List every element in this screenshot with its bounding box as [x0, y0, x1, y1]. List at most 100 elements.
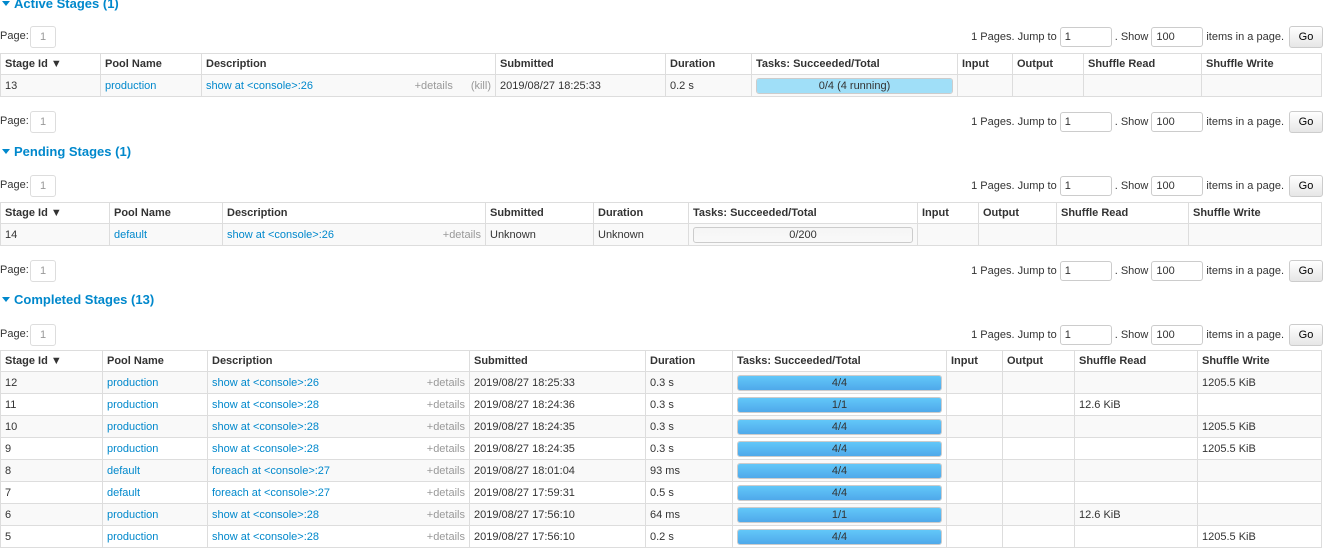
jump-to-page-input[interactable]: [1059, 325, 1112, 345]
description-link[interactable]: show at <console>:28: [212, 398, 320, 411]
column-header[interactable]: Shuffle Write: [1188, 202, 1322, 224]
output-cell: [1002, 393, 1075, 416]
go-button[interactable]: Go: [1289, 26, 1323, 48]
jump-to-page-input[interactable]: [1059, 261, 1112, 281]
description-link[interactable]: show at <console>:28: [212, 420, 320, 433]
tasks-text: 0/200: [789, 228, 817, 241]
description-link[interactable]: show at <console>:26: [227, 228, 335, 241]
column-header[interactable]: Description: [207, 350, 470, 372]
description-link[interactable]: show at <console>:28: [212, 508, 320, 521]
go-button[interactable]: Go: [1289, 260, 1323, 282]
column-header[interactable]: Stage Id ▼: [0, 350, 103, 372]
page-size-input[interactable]: [1151, 27, 1204, 47]
pool-link[interactable]: production: [107, 508, 159, 521]
page-number-button[interactable]: 1: [30, 260, 56, 282]
details-toggle[interactable]: +details: [426, 420, 465, 433]
description-link[interactable]: foreach at <console>:27: [212, 464, 331, 477]
details-toggle[interactable]: +details: [442, 228, 481, 241]
column-header[interactable]: Tasks: Succeeded/Total: [732, 350, 947, 372]
stage-id: 9: [0, 437, 103, 460]
pool-link[interactable]: production: [107, 376, 159, 389]
go-button[interactable]: Go: [1289, 175, 1323, 197]
description-link[interactable]: show at <console>:26: [206, 79, 314, 92]
section-header[interactable]: Completed Stages (13): [0, 292, 154, 307]
jump-to-page-input[interactable]: [1059, 112, 1112, 132]
column-header[interactable]: Stage Id ▼: [0, 202, 110, 224]
show-text: . Show: [1114, 265, 1149, 277]
page-size-input[interactable]: [1151, 261, 1204, 281]
pool-link[interactable]: production: [107, 398, 159, 411]
details-toggle[interactable]: +details: [426, 486, 465, 499]
details-toggle[interactable]: +details: [414, 79, 453, 92]
read-cell: [1074, 459, 1198, 482]
column-header[interactable]: Duration: [665, 53, 752, 75]
jump-to-page-input[interactable]: [1059, 176, 1112, 196]
column-header[interactable]: Tasks: Succeeded/Total: [751, 53, 958, 75]
column-header[interactable]: Input: [946, 350, 1003, 372]
page-number-button[interactable]: 1: [30, 111, 56, 133]
details-toggle[interactable]: +details: [426, 442, 465, 455]
pagination-top: Page: 1 1 Pages. Jump to . Show items in…: [0, 175, 1323, 197]
column-header[interactable]: Shuffle Write: [1197, 350, 1322, 372]
kill-link[interactable]: (kill): [470, 79, 491, 92]
page-number-button[interactable]: 1: [30, 324, 56, 346]
pool-link[interactable]: production: [107, 530, 159, 543]
column-header[interactable]: Tasks: Succeeded/Total: [688, 202, 918, 224]
column-header[interactable]: Input: [917, 202, 979, 224]
input-cell: [946, 371, 1003, 394]
column-header[interactable]: Output: [1002, 350, 1075, 372]
pool-link[interactable]: default: [107, 486, 141, 499]
column-header[interactable]: Output: [978, 202, 1057, 224]
pool-link[interactable]: default: [107, 464, 141, 477]
description-link[interactable]: show at <console>:28: [212, 530, 320, 543]
column-header[interactable]: Duration: [593, 202, 689, 224]
section-header[interactable]: Pending Stages (1): [0, 144, 131, 159]
submitted: 2019/08/27 17:56:10: [469, 525, 646, 548]
column-header[interactable]: Pool Name: [100, 53, 202, 75]
column-header[interactable]: Stage Id ▼: [0, 53, 101, 75]
details-toggle[interactable]: +details: [426, 530, 465, 543]
collapse-triangle-icon[interactable]: [2, 1, 10, 7]
page-number-button[interactable]: 1: [30, 26, 56, 48]
section-header[interactable]: Active Stages (1): [0, 0, 119, 11]
go-button[interactable]: Go: [1289, 324, 1323, 346]
column-header[interactable]: Shuffle Read: [1083, 53, 1202, 75]
page-number-button[interactable]: 1: [30, 175, 56, 197]
column-header[interactable]: Shuffle Read: [1056, 202, 1189, 224]
details-toggle[interactable]: +details: [426, 508, 465, 521]
details-toggle[interactable]: +details: [426, 398, 465, 411]
column-header[interactable]: Pool Name: [109, 202, 223, 224]
column-header[interactable]: Submitted: [485, 202, 594, 224]
column-header[interactable]: Submitted: [469, 350, 646, 372]
page-size-input[interactable]: [1151, 325, 1204, 345]
jump-to-page-input[interactable]: [1059, 27, 1112, 47]
go-button[interactable]: Go: [1289, 111, 1323, 133]
column-header[interactable]: Submitted: [495, 53, 666, 75]
description-link[interactable]: show at <console>:28: [212, 442, 320, 455]
column-header[interactable]: Input: [957, 53, 1013, 75]
write-cell: [1197, 503, 1322, 526]
column-header[interactable]: Description: [222, 202, 486, 224]
pool-link[interactable]: production: [107, 420, 159, 433]
collapse-triangle-icon[interactable]: [2, 297, 10, 303]
column-header[interactable]: Shuffle Read: [1074, 350, 1198, 372]
description-link[interactable]: show at <console>:26: [212, 376, 320, 389]
duration: 0.3 s: [645, 393, 733, 416]
column-header[interactable]: Description: [201, 53, 496, 75]
column-header[interactable]: Output: [1012, 53, 1084, 75]
column-header[interactable]: Duration: [645, 350, 733, 372]
duration: 93 ms: [645, 459, 733, 482]
column-header[interactable]: Pool Name: [102, 350, 208, 372]
details-toggle[interactable]: +details: [426, 376, 465, 389]
details-toggle[interactable]: +details: [426, 464, 465, 477]
page-size-input[interactable]: [1151, 112, 1204, 132]
pool-link[interactable]: production: [105, 79, 157, 92]
output-cell: [1002, 503, 1075, 526]
page-size-input[interactable]: [1151, 176, 1204, 196]
table-row: 9 production +details show at <console>:28 2…: [0, 437, 1322, 460]
collapse-triangle-icon[interactable]: [2, 149, 10, 155]
pool-link[interactable]: production: [107, 442, 159, 455]
column-header[interactable]: Shuffle Write: [1201, 53, 1322, 75]
pool-link[interactable]: default: [114, 228, 148, 241]
description-link[interactable]: foreach at <console>:27: [212, 486, 331, 499]
